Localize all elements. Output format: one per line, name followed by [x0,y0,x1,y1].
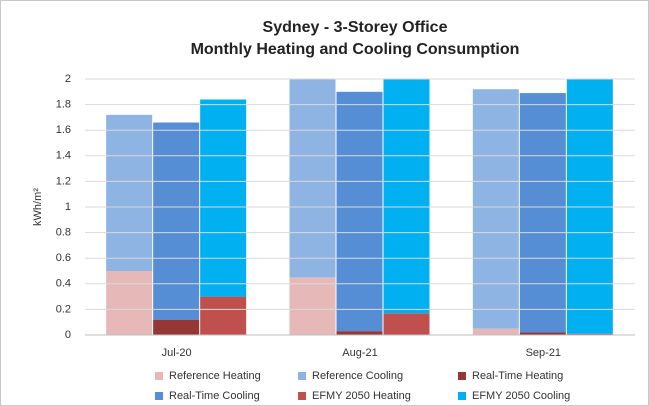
bar-segment [153,122,200,320]
chart-subtitle: Monthly Heating and Cooling Consumption [191,41,520,58]
y-tick-label: 0.8 [56,227,71,239]
x-tick-label: Jul-20 [162,347,192,359]
bar-segment [200,296,247,335]
bar-segment [200,99,247,297]
x-tick-label: Aug-21 [342,347,377,359]
bar-segment [153,319,200,335]
legend-label: Reference Cooling [312,370,403,382]
bar-segment [566,333,613,335]
y-tick-label: 1.8 [56,99,71,111]
bar-segment [336,91,383,332]
bar-segment [566,79,613,334]
y-tick-label: 0.6 [56,252,71,264]
legend-swatch [458,372,466,380]
bar-segment [383,79,430,314]
bar-segment [106,271,153,335]
bar-segment [383,313,430,335]
legend-swatch [155,372,163,380]
y-tick-label: 0.2 [56,303,71,315]
bar-segment [472,89,519,329]
y-tick-label: 1.6 [56,124,71,136]
bar-segment [519,332,566,335]
legend-label: EFMY 2050 Cooling [472,390,570,402]
bar-segment [106,114,153,271]
legend-label: Real-Time Cooling [169,390,260,402]
plot-area [106,79,613,335]
y-tick-label: 0.4 [56,278,71,290]
y-axis-label: kWh/m² [32,188,44,226]
legend-label: Reference Heating [169,370,261,382]
legend-swatch [458,392,466,400]
legend-swatch [298,392,306,400]
chart-title: Sydney - 3-Storey Office [263,19,448,36]
y-tick-label: 2 [65,73,71,85]
bar-segment [289,277,336,335]
y-tick-label: 0 [65,329,71,341]
legend-swatch [155,392,163,400]
legend-swatch [298,372,306,380]
y-tick-label: 1 [65,201,71,213]
bar-segment [472,328,519,335]
bar-segment [519,93,566,333]
bar-segment [336,331,383,335]
y-tick-label: 1.2 [56,175,71,187]
legend-label: EFMY 2050 Heating [312,390,411,402]
legend-label: Real-Time Heating [472,370,563,382]
x-tick-label: Sep-21 [526,347,561,359]
bar-segment [289,79,336,278]
y-tick-label: 1.4 [56,150,71,162]
